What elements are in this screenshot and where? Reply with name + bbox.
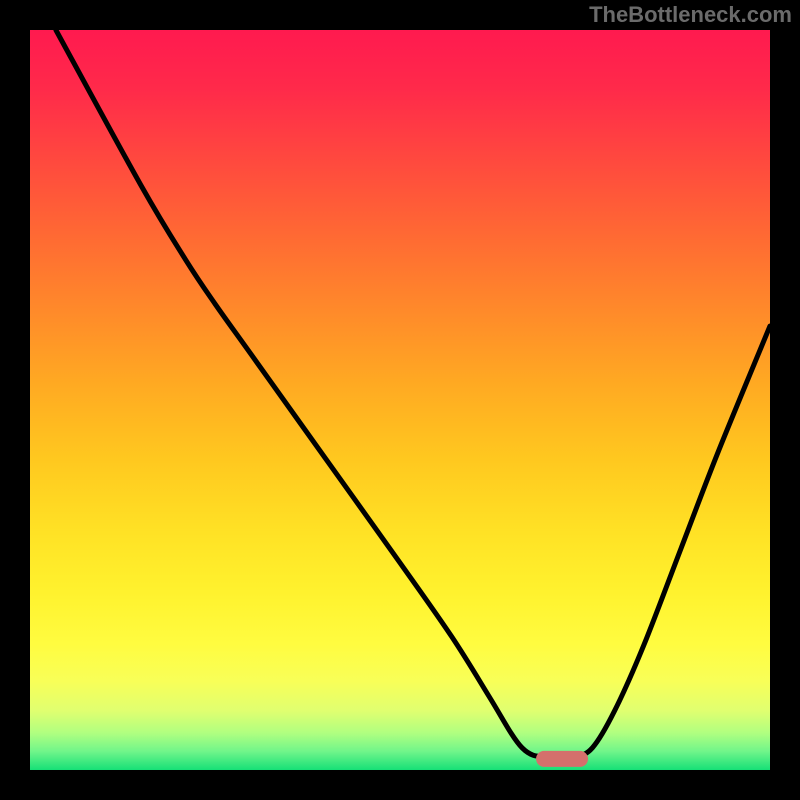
optimal-marker [536,751,588,767]
chart-container: TheBottleneck.com [0,0,800,800]
gradient-background [30,30,770,770]
plot-area [30,30,770,770]
watermark-text: TheBottleneck.com [589,2,792,28]
chart-svg [30,30,770,770]
